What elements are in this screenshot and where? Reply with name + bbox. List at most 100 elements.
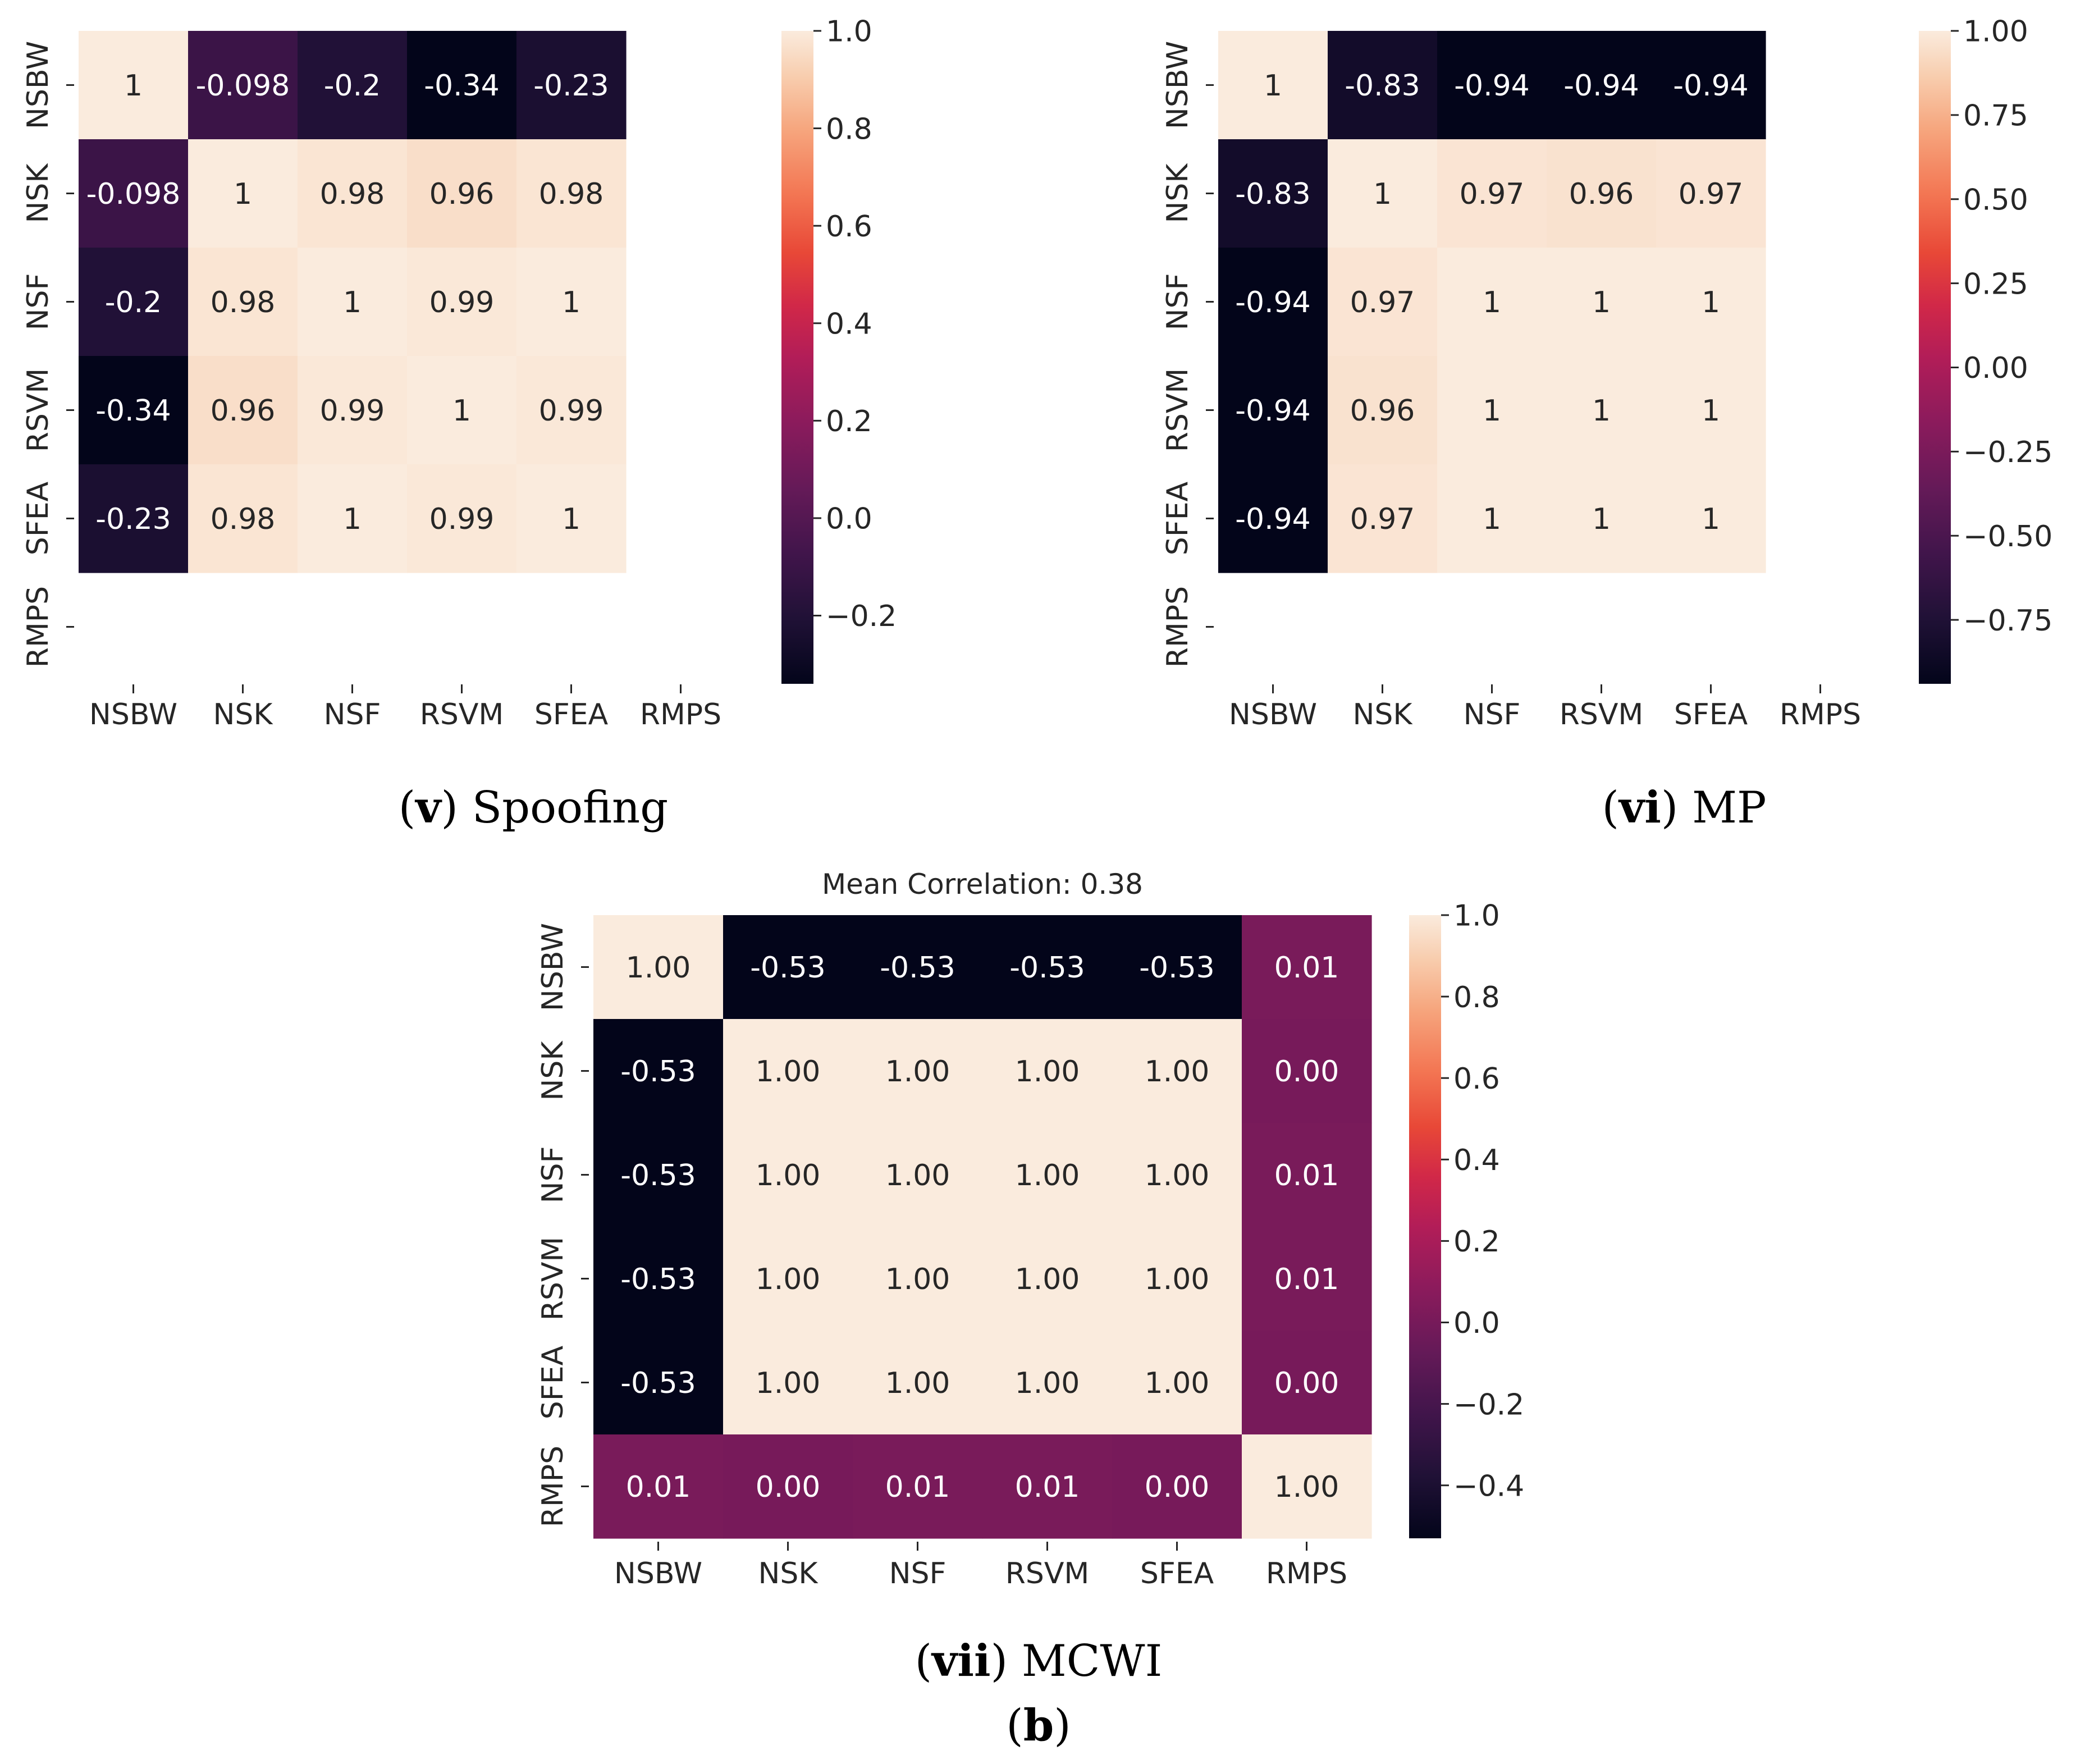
heatmap-cell <box>1218 139 1328 248</box>
x-tick-label: RSVM <box>1005 1557 1090 1591</box>
caption-text: MP <box>1692 783 1766 833</box>
heatmap-cell <box>516 356 627 465</box>
cell-annotation: -0.098 <box>86 177 181 211</box>
x-tick-label: RMPS <box>1780 698 1861 732</box>
colorbar <box>1919 31 1951 684</box>
heatmap-cell <box>1242 1331 1372 1435</box>
cell-annotation: -0.2 <box>324 69 381 103</box>
cell-annotation: 1.00 <box>1145 1159 1210 1192</box>
cell-annotation: 0.98 <box>320 177 385 211</box>
cell-annotation: 0.96 <box>1350 394 1415 428</box>
cell-annotation: -0.94 <box>1235 286 1311 319</box>
cell-annotation: 1.00 <box>1145 1367 1210 1400</box>
cell-annotation: 1.00 <box>1015 1367 1080 1400</box>
cell-annotation: -0.53 <box>620 1159 696 1192</box>
heatmap-cell <box>1218 31 1328 140</box>
x-tick-label: SFEA <box>534 698 609 732</box>
heatmap-cell <box>982 1434 1113 1539</box>
x-tick-label: NSBW <box>1229 698 1317 732</box>
x-tick-label: SFEA <box>1674 698 1748 732</box>
heatmap-cell <box>516 464 627 573</box>
heatmap-cell <box>1242 1019 1372 1123</box>
heatmap-cell <box>1328 248 1438 357</box>
heatmap-cell <box>982 1123 1113 1227</box>
cell-annotation: 0.00 <box>756 1470 821 1504</box>
cell-annotation: 1 <box>1702 286 1720 319</box>
figure-label: (b) <box>1006 1700 1071 1751</box>
heatmap-cell <box>593 915 724 1020</box>
cell-annotation: -0.23 <box>533 69 609 103</box>
heatmap-cell <box>1242 1434 1372 1539</box>
cell-annotation: -0.53 <box>620 1055 696 1089</box>
heatmap-cell <box>853 915 983 1020</box>
x-tick-label: NSK <box>1352 698 1413 732</box>
y-tick-label: RSVM <box>21 368 55 453</box>
cell-annotation: 0.99 <box>320 394 385 428</box>
cell-annotation: -0.94 <box>1235 394 1311 428</box>
cell-annotation: 0.01 <box>626 1470 691 1504</box>
heatmap-cell <box>79 31 189 140</box>
colorbar-tick-label: 0.25 <box>1963 267 2028 301</box>
y-tick-label: NSK <box>21 163 55 223</box>
heatmap-cell <box>1547 248 1657 357</box>
cell-annotation: 0.99 <box>429 502 495 536</box>
cell-annotation: 0.01 <box>1274 1159 1339 1192</box>
cell-annotation: -0.53 <box>1139 951 1215 985</box>
colorbar-tick-label: −0.50 <box>1963 520 2052 554</box>
heatmap-cell <box>188 464 298 573</box>
colorbar-tick-label: 0.8 <box>826 112 872 146</box>
cell-annotation: -0.2 <box>105 286 162 319</box>
colorbar-tick-label: −0.25 <box>1963 436 2052 469</box>
heatmap-cell <box>1112 1227 1242 1331</box>
cell-annotation: 1.00 <box>1015 1055 1080 1089</box>
heatmap-cell <box>723 915 853 1020</box>
cell-annotation: 1.00 <box>1015 1263 1080 1296</box>
y-tick-label: RMPS <box>536 1446 570 1527</box>
x-tick-label: NSF <box>889 1557 947 1591</box>
y-tick-label: NSF <box>536 1146 570 1204</box>
cell-annotation: 1.00 <box>756 1159 821 1192</box>
colorbar-tick-label: −0.75 <box>1963 604 2052 638</box>
cell-annotation: 0.97 <box>1350 286 1415 319</box>
colorbar-tick-label: −0.4 <box>1453 1469 1524 1503</box>
cell-annotation: -0.34 <box>424 69 500 103</box>
caption-index: v <box>414 782 442 833</box>
heatmap-cell <box>1656 464 1766 573</box>
colorbar-tick-label: −0.2 <box>826 600 897 633</box>
x-tick-label: SFEA <box>1140 1557 1214 1591</box>
cell-annotation: -0.53 <box>750 951 826 985</box>
x-tick-label: NSK <box>213 698 273 732</box>
cell-annotation: -0.94 <box>1563 69 1639 103</box>
heatmap-cell <box>298 356 408 465</box>
cell-annotation: 0.97 <box>1350 502 1415 536</box>
y-tick-label: NSK <box>536 1040 570 1101</box>
heatmap-cell <box>1328 356 1438 465</box>
colorbar-tick-label: 0.8 <box>1453 981 1500 1014</box>
cell-annotation: 1.00 <box>756 1055 821 1089</box>
cell-annotation: 1.00 <box>885 1367 950 1400</box>
cell-annotation: 0.00 <box>1274 1055 1339 1089</box>
cell-annotation: 1.00 <box>885 1159 950 1192</box>
cell-annotation: 1 <box>562 286 580 319</box>
heatmap-spoofing: 1 -0.098 -0.2 -0.34 -0.23 -0.098 1 0.98 0.96 0.98… <box>21 15 897 833</box>
y-tick-label: NSBW <box>1161 41 1195 129</box>
y-tick-label: RSVM <box>1161 368 1195 453</box>
cell-annotation: 0.01 <box>1015 1470 1080 1504</box>
heatmap-mcwi: Mean Correlation: 0.38 1.00 -0.53 -0.53 -0.5… <box>536 868 1524 1687</box>
caption-text: MCWI <box>1022 1636 1163 1687</box>
cell-annotation: 1 <box>1592 502 1611 536</box>
y-tick-label: NSK <box>1161 163 1195 223</box>
cell-annotation: -0.23 <box>95 502 171 536</box>
y-tick-label: NSF <box>1161 273 1195 331</box>
heatmap-cell <box>723 1123 853 1227</box>
heatmap-cell <box>1112 1331 1242 1435</box>
cell-annotation: -0.53 <box>620 1263 696 1296</box>
colorbar <box>1409 915 1441 1538</box>
y-tick-label: NSBW <box>21 41 55 129</box>
cell-annotation: 1 <box>124 69 143 103</box>
cell-annotation: -0.83 <box>1235 177 1311 211</box>
x-tick-label: NSK <box>758 1557 819 1591</box>
heatmap-cell <box>1112 1123 1242 1227</box>
cell-annotation: 0.97 <box>1460 177 1525 211</box>
cell-annotation: 0.96 <box>429 177 495 211</box>
